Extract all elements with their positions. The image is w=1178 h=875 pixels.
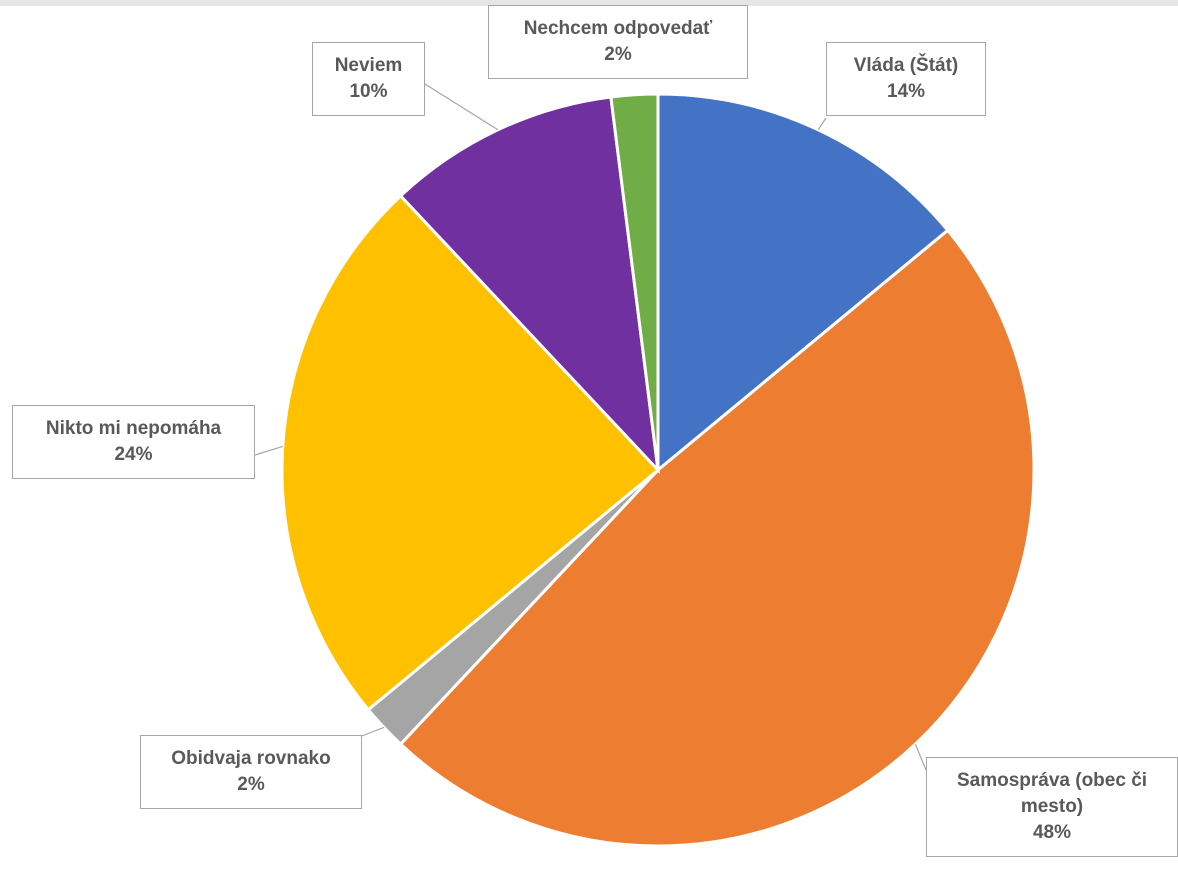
label-value: 2% [604, 44, 632, 65]
label-value: 48% [1032, 822, 1072, 843]
leader-line [817, 117, 827, 131]
leader-line [914, 743, 927, 771]
label-category: Nechcem odpovedať [523, 18, 713, 39]
data-label: Vláda (Štát) 14% [826, 42, 986, 116]
pie-slice [609, 92, 660, 471]
leader-line [361, 726, 385, 737]
label-value: 10% [349, 81, 388, 102]
top-border [0, 0, 1178, 6]
label-category: Samospráva (obec či mesto) [956, 770, 1148, 817]
label-category: Nikto mi nepomáha [45, 418, 222, 439]
data-label: Nikto mi nepomáha 24% [12, 405, 255, 479]
label-category: Vláda (Štát) [853, 55, 959, 76]
label-category: Neviem [334, 55, 403, 76]
pie-slice [398, 95, 661, 475]
pie-slice [280, 193, 661, 712]
pie-slice [398, 228, 1036, 848]
label-value: 24% [114, 444, 153, 465]
pie-slice [656, 92, 950, 474]
label-category: Obidvaja rovnako [171, 748, 331, 769]
data-label: Obidvaja rovnako 2% [140, 735, 362, 809]
data-label: Neviem 10% [312, 42, 425, 116]
data-label: Nechcem odpovedať 2% [488, 5, 748, 79]
data-label: Samospráva (obec či mesto) 48% [926, 757, 1178, 857]
label-value: 2% [237, 774, 265, 795]
label-value: 14% [886, 81, 926, 102]
leader-line [254, 445, 283, 456]
leader-line [424, 83, 499, 131]
